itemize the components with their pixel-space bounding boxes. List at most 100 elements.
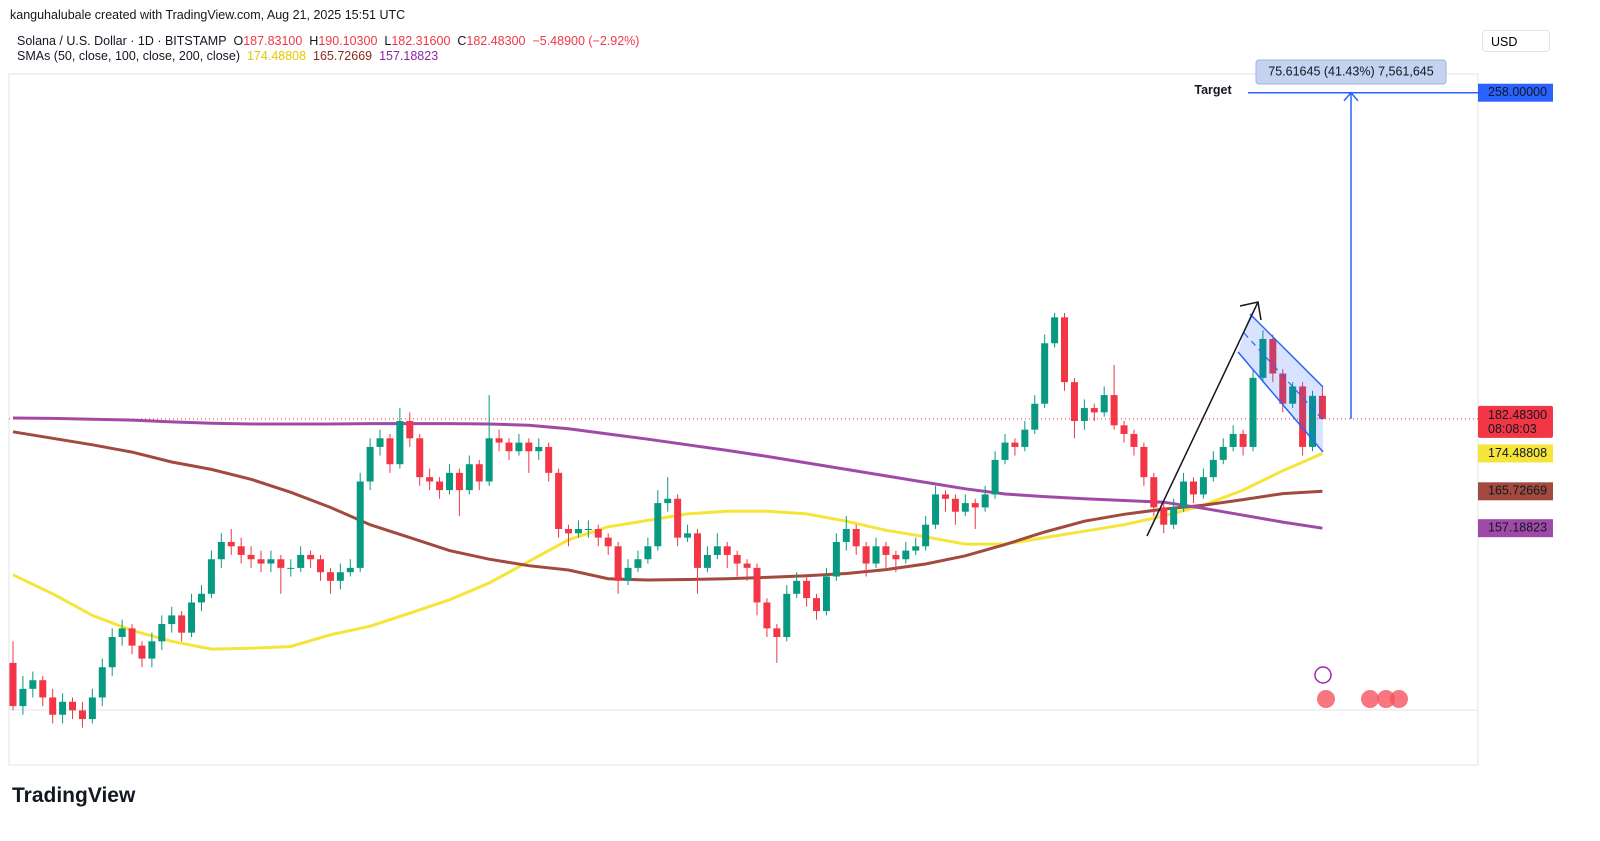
sma-price-box [1478,519,1553,538]
candle-body [1199,477,1207,495]
candle-body [1070,382,1078,422]
candle-body [416,438,424,478]
candle-body [932,494,940,525]
candle-body [1189,481,1197,495]
candle-body [426,477,434,482]
symbol-line: Solana / U.S. Dollar · 1D · BITSTAMP O18… [17,34,639,49]
candle-body [277,559,285,568]
candle-body [1160,507,1168,525]
flag-upper [1249,313,1324,388]
candle-body [39,680,47,698]
sma-line [12,416,1323,530]
candle-body [981,494,989,508]
candle-body [59,701,67,715]
candle-body [594,529,602,538]
author-line: kanguhalubale created with TradingView.c… [10,8,406,22]
candle-body [545,446,553,473]
candle-body [247,554,255,560]
flag-mid [1243,332,1324,421]
indicator: SMAs (50, close, 100, close, 200, close) [17,49,241,63]
event-icons [1314,666,1408,708]
candle-body [386,438,394,465]
event-icon [1390,690,1408,708]
candle-body [138,645,146,659]
candle-body [902,550,910,560]
candle-body [128,628,136,646]
candle-body [1140,446,1148,478]
candle-body [922,524,930,547]
last-price-box [1478,405,1553,438]
candle-body [78,710,86,720]
l-val: 182.31600 [391,34,451,48]
change: −5.48900 (−2.92%) [532,34,640,48]
candle-body [723,546,731,555]
candle-body [882,546,890,555]
candle-body [584,529,592,531]
candle-body [445,472,453,491]
candle-body [1090,408,1098,413]
candle-body [1130,433,1138,447]
candle-body [118,628,126,637]
candle-body [69,701,77,711]
o-key: O [233,34,244,48]
target-box [1478,83,1553,102]
candle-body [1001,442,1009,460]
l-key: L [384,34,392,48]
annotations: Target 75.61645 (41.43%) 7,561,645 [9,59,1478,420]
candle-body [217,541,225,560]
candle-body [1080,408,1088,422]
sma-price-label: 174.48808 [1488,446,1547,460]
candle-body [1051,317,1059,344]
c-key: C [457,34,467,48]
candle-body [803,580,811,599]
candle-body [475,464,483,482]
candle-body [743,563,751,568]
candle-body [1219,446,1227,460]
candle-body [555,472,563,530]
sma-price-label: 165.72669 [1488,484,1547,498]
candle-body [1249,377,1257,447]
o-val: 187.83100 [243,34,303,48]
candle-body [1229,433,1237,447]
candle-body [257,559,265,564]
candle-body [535,446,543,452]
candle-body [793,580,801,594]
candle-body [1021,429,1029,447]
flag-channel [1238,314,1323,452]
candle-body [961,503,969,512]
candle-body [297,554,305,568]
candle-body [1209,459,1217,478]
candle-body [307,554,315,560]
event-icon [1377,690,1395,708]
event-icon [1361,690,1379,708]
candle-body [515,442,523,452]
candle-body [783,593,791,637]
candle-body [406,421,414,439]
candle-body [376,438,384,447]
candle-body [852,529,860,547]
candle-body [1150,477,1158,508]
candle-body [168,615,176,625]
indicator-line: SMAs (50, close, 100, close, 200, close)… [17,49,639,64]
candle-body [674,498,682,538]
candle-body [872,546,880,564]
candle-body [505,442,513,452]
candle-body [644,546,652,560]
candle-body [495,438,503,443]
candle-body [207,559,215,594]
candle-body [842,529,850,542]
candle-body [158,624,166,642]
candle-body [892,554,900,560]
candle-body [356,481,364,568]
currency-button[interactable]: USD [1482,30,1550,52]
candle-body [326,572,334,581]
candle-body [455,472,463,491]
pole-arrow-head [1239,301,1262,321]
candle-body [98,667,106,698]
candle-body [1041,343,1049,404]
candle-body [465,464,473,491]
measure-box [1255,59,1447,85]
